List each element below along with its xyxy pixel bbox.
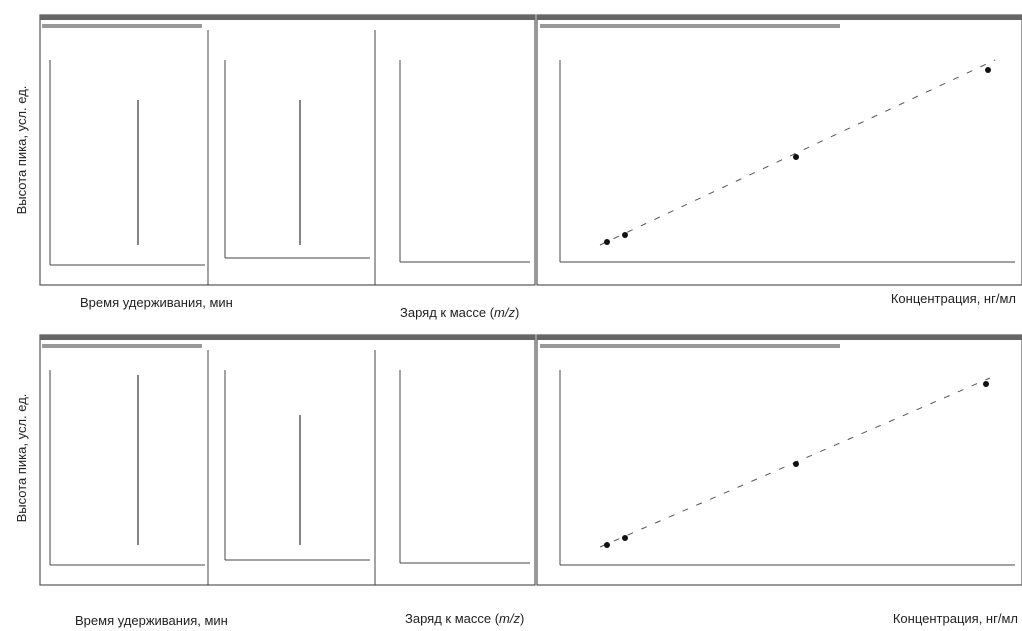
calibration-point	[622, 232, 628, 238]
x-axis-label: Время удерживания, мин	[75, 613, 228, 628]
calibration-line	[599, 59, 996, 246]
toolbar	[42, 24, 202, 28]
toolbar	[540, 344, 840, 348]
x-axis-label: Концентрация, нг/мл	[893, 611, 1018, 626]
calibration-point	[604, 239, 610, 245]
row-1: Высота пика, усл. ед. Время удерживания,…	[14, 14, 1022, 320]
toolbar	[540, 24, 840, 28]
calibration-point	[985, 67, 991, 73]
calibration-point	[793, 461, 799, 467]
x-axis-label: Концентрация, нг/мл	[891, 291, 1016, 306]
software-window	[39, 334, 536, 586]
software-window	[536, 14, 1022, 286]
y-axis-label: Высота пика, усл. ед.	[14, 394, 29, 523]
label-part: Заряд к массе (	[405, 611, 500, 626]
calibration-point	[622, 535, 628, 541]
x-axis-label: Время удерживания, мин	[80, 295, 233, 310]
calibration-point	[983, 381, 989, 387]
title-bar	[537, 335, 1022, 340]
x-axis-label: Заряд к массе (m/z)	[405, 611, 524, 626]
toolbar	[42, 344, 202, 348]
label-part: Заряд к массе (	[400, 305, 495, 320]
title-bar	[537, 15, 1022, 20]
y-axis-label: Высота пика, усл. ед.	[14, 86, 29, 215]
row-2: Высота пика, усл. ед. Время удерживания,…	[14, 334, 1022, 628]
software-window	[39, 14, 536, 286]
label-part: )	[520, 611, 524, 626]
title-bar	[40, 15, 535, 20]
calibration-point	[793, 154, 799, 160]
software-window	[536, 334, 1022, 586]
title-bar	[40, 335, 535, 340]
calibration-point	[604, 542, 610, 548]
label-part: )	[515, 305, 519, 320]
x-axis-label: Заряд к массе (m/z)	[400, 305, 519, 320]
label-part: m/z	[499, 611, 520, 626]
label-part: m/z	[494, 305, 515, 320]
